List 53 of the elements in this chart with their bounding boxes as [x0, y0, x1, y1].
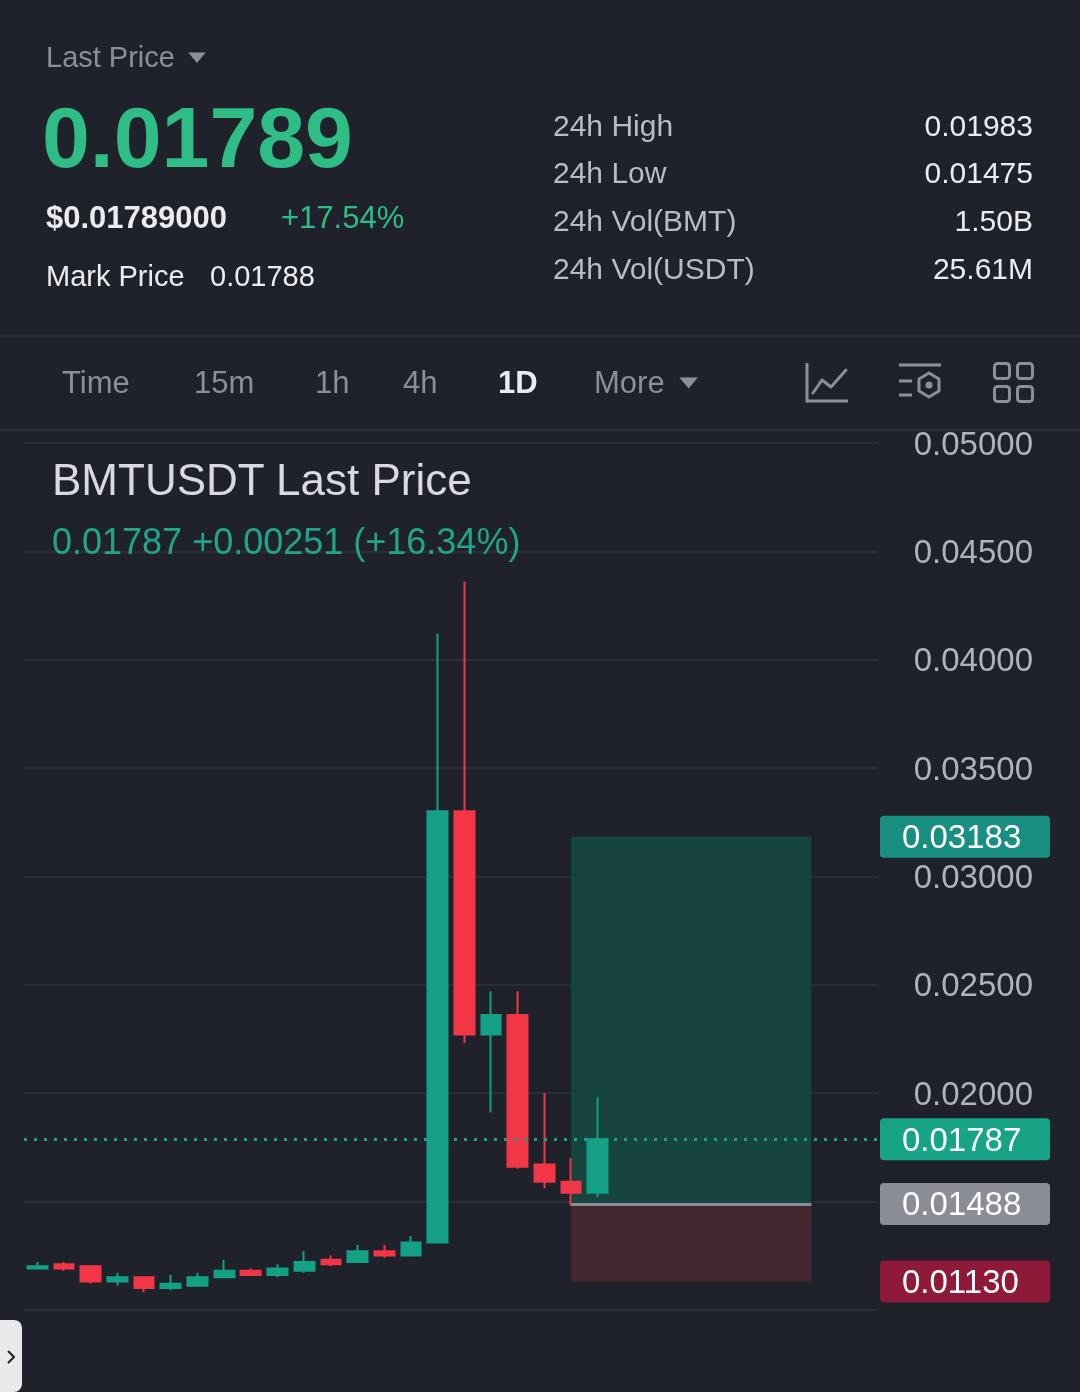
text: 24h Vol(BMT) — [553, 203, 737, 239]
text: Last Price — [46, 41, 175, 75]
candlestick — [506, 990, 529, 1170]
y-tick-label: 0.04000 — [913, 641, 1033, 679]
candlestick — [320, 1254, 342, 1268]
candlestick — [239, 1267, 262, 1276]
candlestick — [106, 1271, 129, 1287]
text: 0.01983 — [924, 108, 1033, 144]
text: 1.50B — [954, 203, 1033, 239]
y-tick-label: 0.04500 — [913, 532, 1033, 570]
text: 24h Vol(USDT) — [553, 251, 755, 287]
y-tick-label: 0.05000 — [913, 424, 1033, 462]
candlestick — [53, 1261, 75, 1272]
candlestick — [133, 1276, 155, 1294]
text: 1D — [498, 365, 538, 401]
candlestick — [453, 580, 476, 1045]
candlestick — [373, 1243, 396, 1259]
text: +17.54% — [281, 200, 405, 236]
text: BMTUSDT Last Price — [52, 454, 472, 504]
y-tick-label: 0.03500 — [913, 749, 1033, 787]
candlestick — [266, 1263, 289, 1279]
band-label: 0.01130 — [902, 1263, 1019, 1300]
text: 4h — [403, 365, 438, 401]
candlestick — [159, 1274, 182, 1292]
candlestick — [26, 1261, 49, 1270]
candlestick — [79, 1265, 102, 1285]
candlestick — [533, 1092, 556, 1190]
text: 1h — [315, 365, 350, 401]
candlestick — [560, 1157, 582, 1207]
text: 0.01787 +0.00251 (+16.34%) — [52, 520, 521, 562]
text: More — [594, 365, 665, 401]
candlestick — [400, 1235, 422, 1257]
y-tick-label: 0.02500 — [913, 966, 1033, 1004]
y-tick-label: 0.03000 — [913, 857, 1033, 895]
text: $0.01789000 — [46, 200, 228, 236]
ref-line-label: 0.01787 — [902, 1120, 1022, 1158]
candlestick — [186, 1271, 209, 1287]
candlestick — [480, 990, 502, 1114]
text: 15m — [194, 365, 255, 401]
text: 25.61M — [932, 251, 1033, 287]
band-label: 0.03183 — [902, 818, 1022, 856]
text: Time — [62, 365, 130, 401]
text: 0.01789 — [42, 87, 353, 187]
candlestick — [213, 1258, 236, 1279]
text: 24h Low — [553, 155, 667, 191]
text: Mark Price — [46, 260, 185, 294]
candlestick — [293, 1250, 316, 1274]
text: 24h High — [553, 108, 674, 144]
y-tick-label: 0.02000 — [913, 1074, 1033, 1112]
text: 0.01475 — [924, 155, 1033, 191]
ref-line-label: 0.01488 — [902, 1185, 1022, 1223]
text: 0.01788 — [210, 260, 315, 294]
candlestick — [346, 1243, 369, 1263]
